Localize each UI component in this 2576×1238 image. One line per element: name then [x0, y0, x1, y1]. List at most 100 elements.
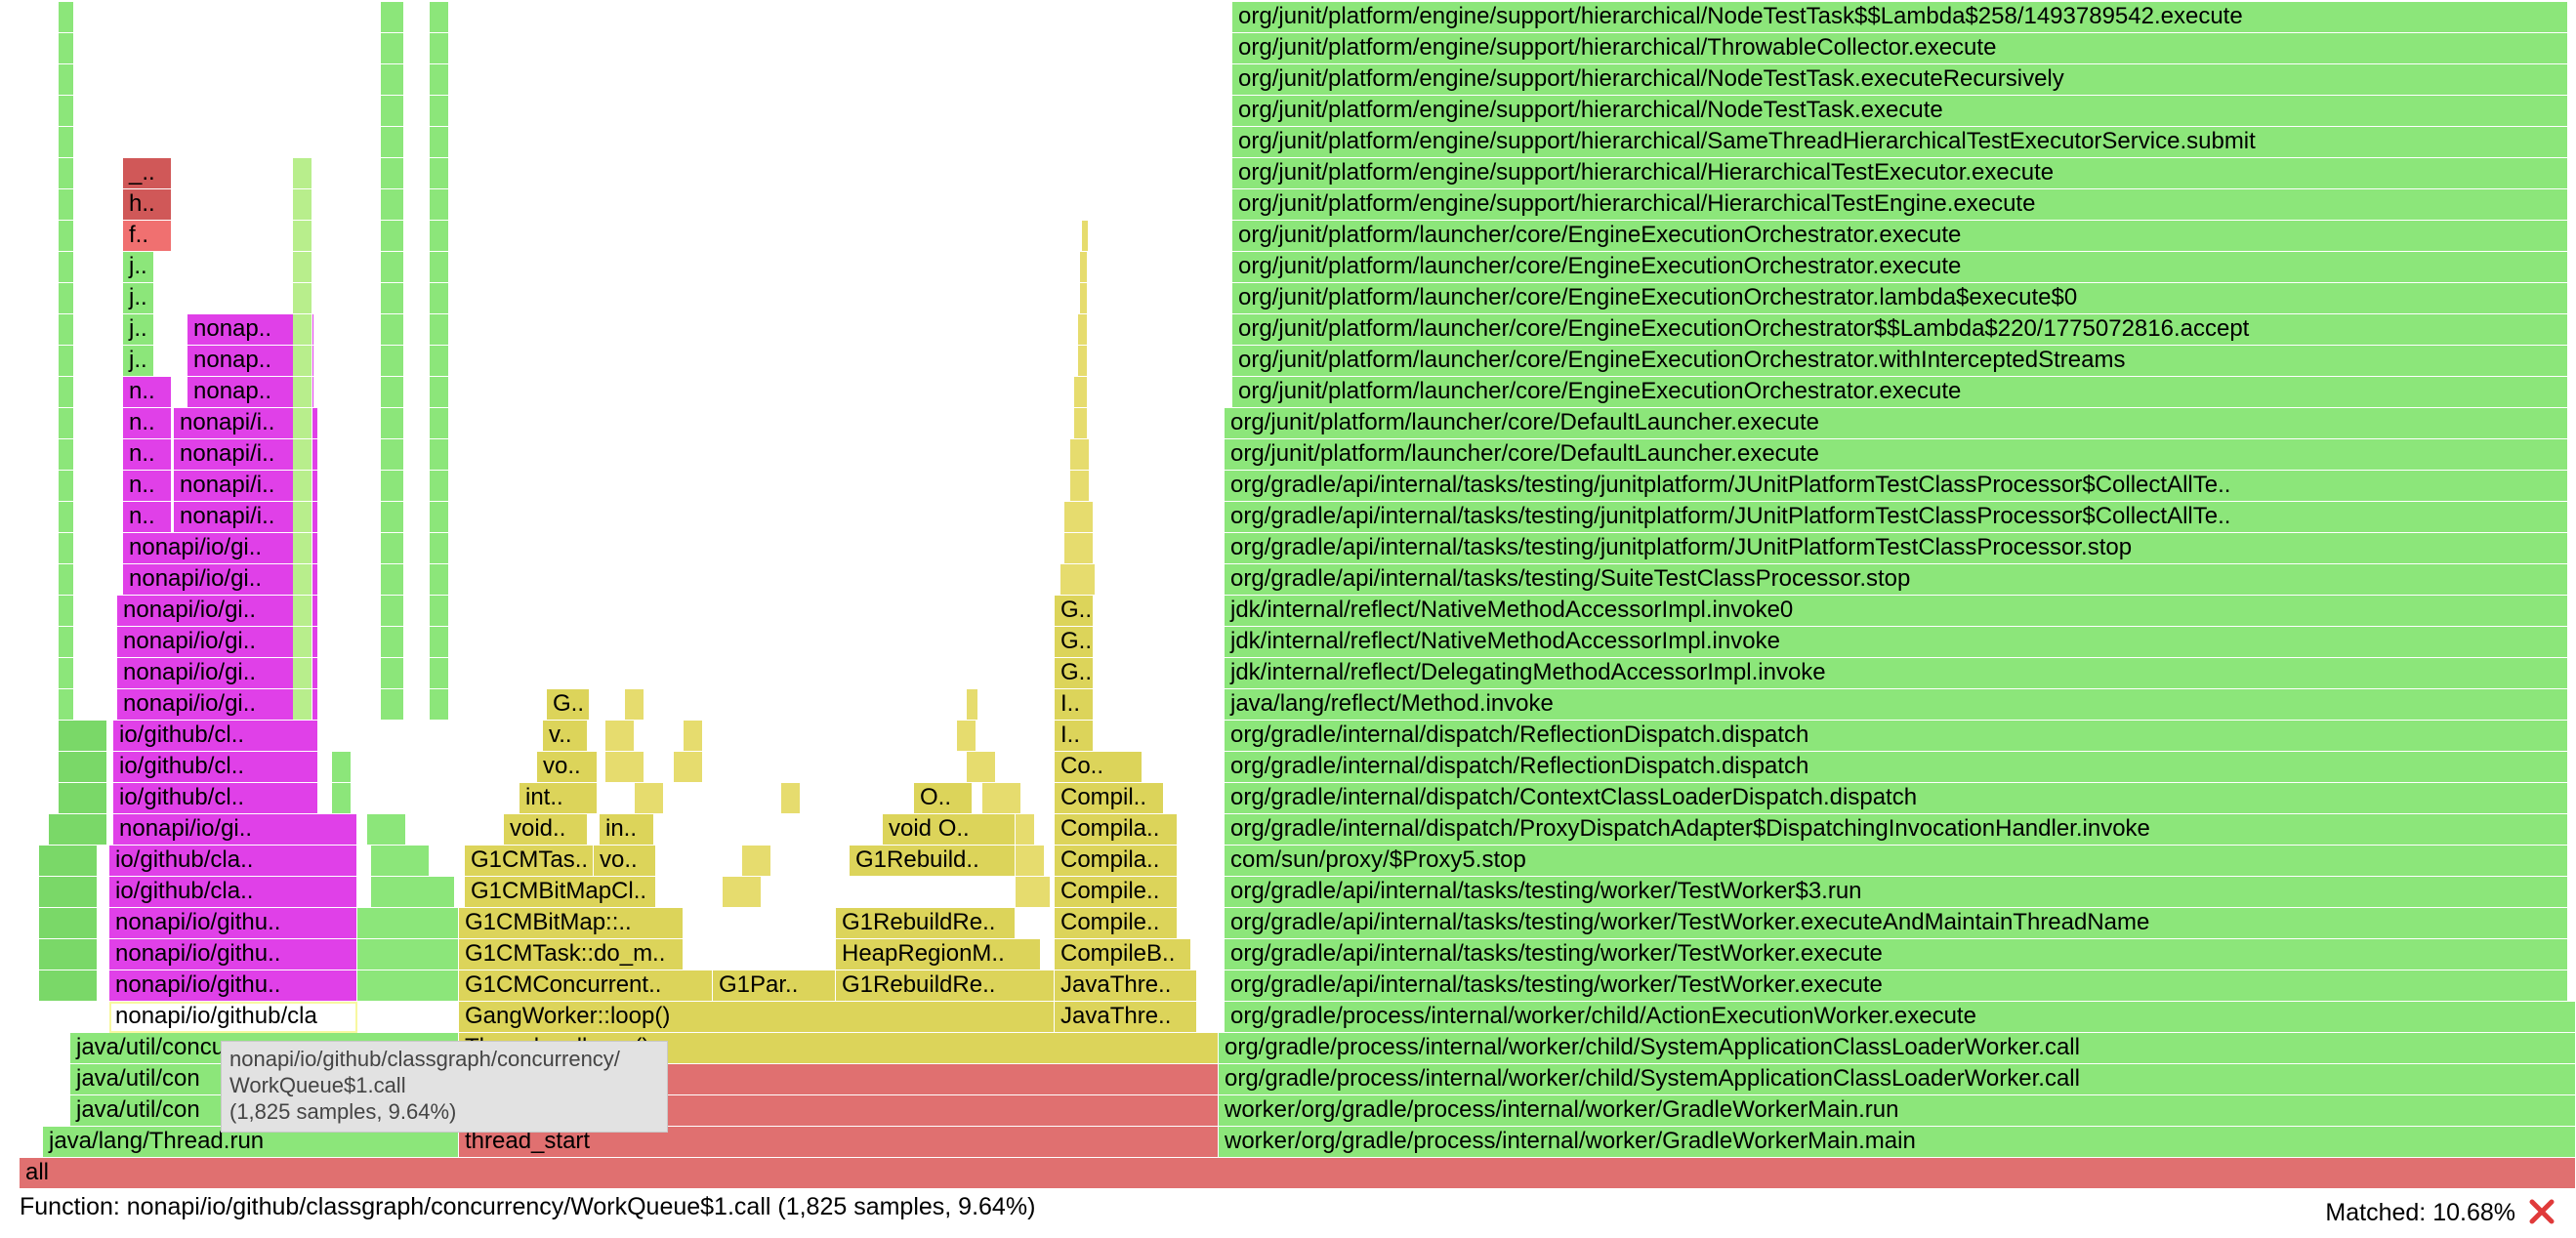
frame-g-2[interactable]: G..	[1055, 627, 1094, 658]
frame-right-stack-19[interactable]: org/junit/platform/launcher/core/EngineE…	[1232, 377, 2568, 408]
frame-classgraph-2[interactable]: nonapi/io/githu..	[109, 908, 357, 939]
frame-left-col-c-25[interactable]	[430, 377, 449, 408]
frame-yellow-tower-18[interactable]	[1064, 502, 1094, 533]
frame-void-1[interactable]: void..	[504, 814, 588, 846]
frame-left-green-5[interactable]	[49, 814, 107, 846]
frame-vo-1[interactable]: vo..	[594, 846, 656, 877]
frame-gradle-main-run[interactable]: worker/org/gradle/process/internal/worke…	[1219, 1095, 2576, 1127]
frame-aew[interactable]: org/gradle/process/internal/worker/child…	[1225, 1002, 2576, 1033]
frame-left-col-d-22[interactable]	[293, 471, 312, 502]
frame-left-green-7[interactable]	[59, 752, 107, 783]
frame-left-col-b-36[interactable]	[381, 33, 404, 64]
frame-left-col-c-32[interactable]	[430, 158, 449, 189]
frame-yellow-tower-13[interactable]	[967, 752, 996, 783]
frame-left-col-a-35[interactable]	[59, 64, 74, 96]
frame-left-green-2[interactable]	[39, 908, 98, 939]
frame-left-col-d-30[interactable]	[293, 221, 312, 252]
frame-g-3[interactable]: G..	[1055, 596, 1094, 627]
frame-left-col-a-18[interactable]	[59, 596, 74, 627]
frame-yellow-tower-17[interactable]	[1064, 533, 1094, 564]
frame-f[interactable]: f..	[123, 221, 172, 252]
frame-right-stack-17[interactable]: org/junit/platform/launcher/core/Default…	[1225, 439, 2568, 471]
frame-right-stack-23[interactable]: org/junit/platform/launcher/core/EngineE…	[1232, 252, 2568, 283]
frame-mid-green-3[interactable]	[371, 877, 455, 908]
frame-g-1[interactable]: G..	[1055, 658, 1094, 689]
frame-yellow-tower-21[interactable]	[1074, 408, 1088, 439]
frame-mid-green-0[interactable]	[357, 970, 459, 1002]
frame-right-stack-10[interactable]: jdk/internal/reflect/DelegatingMethodAcc…	[1225, 658, 2568, 689]
frame-u[interactable]: _..	[123, 158, 172, 189]
frame-left-col-b-16[interactable]	[381, 658, 404, 689]
frame-j-2[interactable]: j..	[123, 283, 154, 314]
frame-yellow-tower-15[interactable]	[967, 689, 978, 721]
frame-yellow-tower-12[interactable]	[982, 783, 1021, 814]
frame-right-stack-12[interactable]: jdk/internal/reflect/NativeMethodAccesso…	[1225, 596, 2568, 627]
frame-right-stack-24[interactable]: org/junit/platform/launcher/core/EngineE…	[1232, 221, 2568, 252]
frame-left-col-c-16[interactable]	[430, 658, 449, 689]
frame-classgraph-13[interactable]: nonapi/io/gi..	[123, 564, 318, 596]
frame-n-1[interactable]: n..	[123, 471, 172, 502]
frame-left-col-b-32[interactable]	[381, 158, 404, 189]
frame-yellow-tower-22[interactable]	[1074, 377, 1088, 408]
frame-compile-1[interactable]: Compile..	[1055, 908, 1178, 939]
frame-javathre-2[interactable]: JavaThre..	[1055, 970, 1197, 1002]
frame-right-stack-31[interactable]: org/junit/platform/engine/support/hierar…	[1232, 2, 2568, 33]
frame-n-0[interactable]: n..	[123, 502, 172, 533]
frame-left-col-c-24[interactable]	[430, 408, 449, 439]
frame-yellow-tower-20[interactable]	[1070, 439, 1090, 471]
frame-g1cmbitmapcl[interactable]: G1CMBitMapCl..	[465, 877, 656, 908]
frame-right-stack-28[interactable]: org/junit/platform/engine/support/hierar…	[1232, 96, 2568, 127]
frame-mid-green-5[interactable]	[367, 814, 406, 846]
frame-right-stack-26[interactable]: org/junit/platform/engine/support/hierar…	[1232, 158, 2568, 189]
frame-right-stack-21[interactable]: org/junit/platform/launcher/core/EngineE…	[1232, 314, 2568, 346]
frame-yellow-tower-16[interactable]	[1060, 564, 1096, 596]
frame-left-col-c-19[interactable]	[430, 564, 449, 596]
frame-left-green-1[interactable]	[39, 939, 98, 970]
frame-g1rebuildre-1[interactable]: G1RebuildRe..	[836, 970, 1055, 1002]
frame-left-col-d-17[interactable]	[293, 627, 312, 658]
frame-yellow-tower-5[interactable]	[684, 721, 703, 752]
frame-right-stack-7[interactable]: org/gradle/internal/dispatch/ReflectionD…	[1225, 752, 2568, 783]
frame-classgraph-7[interactable]: io/github/cl..	[113, 752, 318, 783]
frame-left-col-d-18[interactable]	[293, 596, 312, 627]
frame-left-col-b-34[interactable]	[381, 96, 404, 127]
frame-left-col-a-32[interactable]	[59, 158, 74, 189]
frame-yellow-tower-10[interactable]	[1016, 846, 1045, 877]
frame-right-stack-9[interactable]: java/lang/reflect/Method.invoke	[1225, 689, 2568, 721]
frame-classgraph-4[interactable]: io/github/cla..	[109, 846, 357, 877]
frame-left-col-c-15[interactable]	[430, 689, 449, 721]
frame-yellow-tower-8[interactable]	[781, 783, 801, 814]
frame-left-col-c-23[interactable]	[430, 439, 449, 471]
frame-left-col-a-26[interactable]	[59, 346, 74, 377]
frame-left-col-c-18[interactable]	[430, 596, 449, 627]
frame-right-stack-16[interactable]: org/gradle/api/internal/tasks/testing/ju…	[1225, 471, 2568, 502]
frame-left-col-a-20[interactable]	[59, 533, 74, 564]
clear-search-icon[interactable]	[2527, 1197, 2556, 1226]
frame-left-col-b-30[interactable]	[381, 221, 404, 252]
frame-left-col-a-17[interactable]	[59, 627, 74, 658]
frame-n-2[interactable]: n..	[123, 439, 172, 471]
frame-left-col-b-28[interactable]	[381, 283, 404, 314]
frame-left-col-a-31[interactable]	[59, 189, 74, 221]
frame-left-col-b-20[interactable]	[381, 533, 404, 564]
frame-classgraph-11[interactable]: nonapi/io/gi..	[117, 627, 318, 658]
frame-left-col-d-25[interactable]	[293, 377, 312, 408]
frame-classgraph-1[interactable]: nonapi/io/githu..	[109, 939, 357, 970]
frame-left-col-a-22[interactable]	[59, 471, 74, 502]
frame-all[interactable]: all	[20, 1158, 2576, 1189]
frame-yellow-tower-11[interactable]	[1016, 814, 1035, 846]
frame-left-col-c-37[interactable]	[430, 2, 449, 33]
frame-left-col-a-30[interactable]	[59, 221, 74, 252]
frame-mid-green-4[interactable]	[371, 846, 430, 877]
frame-g1par[interactable]: G1Par..	[713, 970, 836, 1002]
frame-left-col-c-22[interactable]	[430, 471, 449, 502]
frame-yellow-tower-19[interactable]	[1070, 471, 1090, 502]
frame-void-o-1[interactable]: void O..	[883, 814, 1016, 846]
frame-right-stack-1[interactable]: org/gradle/api/internal/tasks/testing/wo…	[1225, 939, 2568, 970]
frame-right-stack-5[interactable]: org/gradle/internal/dispatch/ProxyDispat…	[1225, 814, 2568, 846]
frame-left-col-a-16[interactable]	[59, 658, 74, 689]
frame-workqueue-call-hover[interactable]: nonapi/io/github/cla	[109, 1002, 357, 1033]
frame-left-col-d-32[interactable]	[293, 158, 312, 189]
frame-j-0[interactable]: j..	[123, 346, 154, 377]
frame-yellow-tower-6[interactable]	[723, 877, 762, 908]
